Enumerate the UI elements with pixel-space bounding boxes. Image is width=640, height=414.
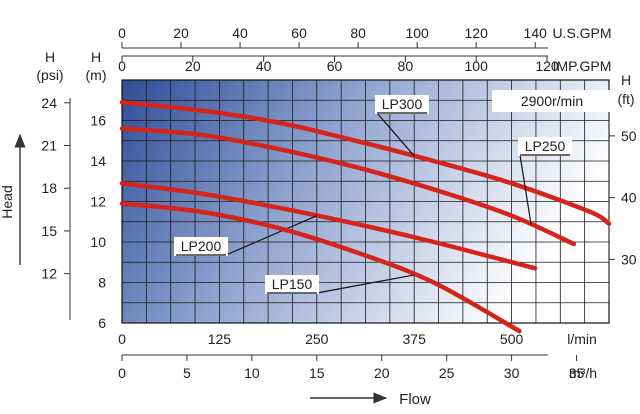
impgpm-label: IMP.GPM (553, 58, 612, 74)
tick-label-impgpm: 40 (256, 58, 272, 74)
series-curve-lp200 (119, 181, 538, 271)
m3h-label: m³/h (569, 365, 597, 381)
tick-label-usgpm: 0 (118, 25, 126, 41)
tick-label-lmin: 0 (118, 331, 126, 347)
lmin-label: l/min (567, 331, 597, 347)
tick-label-usgpm: 80 (350, 25, 366, 41)
tick-label-impgpm: 120 (535, 58, 559, 74)
y-axis-title: Head (0, 185, 15, 218)
tick-label-usgpm: 60 (291, 25, 307, 41)
tick-label-impgpm: 20 (185, 58, 201, 74)
leader-line-lp150 (316, 274, 415, 294)
head-m-unit: (m) (86, 67, 107, 83)
tick-label-m3h: 0 (118, 365, 126, 381)
series-label-lp200: LP200 (181, 238, 222, 254)
head-m-title: H (91, 49, 101, 65)
label-box-lp300 (375, 95, 429, 114)
tick-label-psi: 15 (41, 223, 57, 239)
speed-box (492, 90, 612, 112)
tick-label-psi: 24 (41, 95, 57, 111)
tick-label-head-m: 16 (90, 113, 106, 129)
tick-label-head-m: 14 (90, 153, 106, 169)
ft-unit: (ft) (617, 91, 634, 107)
tick-label-head-m: 6 (98, 315, 106, 331)
tick-label-psi: 21 (41, 138, 57, 154)
series-curve-lp150 (119, 201, 522, 334)
usgpm-label: U.S.GPM (552, 25, 611, 41)
tick-label-impgpm: 0 (118, 58, 126, 74)
x-axis-title: Flow (399, 391, 431, 408)
series-curve-lp300 (119, 100, 612, 227)
tick-label-head-m: 12 (90, 194, 106, 210)
label-box-lp250 (518, 137, 572, 156)
tick-label-m3h: 20 (374, 365, 390, 381)
tick-label-lmin: 375 (403, 331, 427, 347)
speed-annotation: 2900r/min (521, 93, 583, 109)
tick-label-usgpm: 40 (232, 25, 248, 41)
tick-label-m3h: 25 (439, 365, 455, 381)
tick-label-m3h: 15 (309, 365, 325, 381)
tick-label-lmin: 500 (500, 331, 524, 347)
tick-label-impgpm: 60 (327, 58, 343, 74)
ft-title: H (621, 72, 631, 88)
tick-label-impgpm: 80 (398, 58, 414, 74)
tick-label-lmin: 125 (208, 331, 232, 347)
tick-label-m3h: 10 (244, 365, 260, 381)
psi-unit: (psi) (36, 67, 63, 83)
tick-label-lmin: 250 (305, 331, 329, 347)
label-box-lp200 (174, 237, 228, 256)
tick-label-usgpm: 140 (524, 25, 548, 41)
series-label-lp150: LP150 (272, 276, 313, 292)
label-box-lp150 (265, 275, 319, 294)
tick-label-psi: 12 (41, 266, 57, 282)
series-curve-lp250 (119, 126, 577, 247)
tick-label-head-m: 8 (98, 275, 106, 291)
tick-label-m3h: 30 (504, 365, 520, 381)
tick-label-m3h: 5 (183, 365, 191, 381)
tick-label-ft: 30 (621, 251, 637, 267)
grid (122, 80, 609, 323)
series: LP300 LP250 LP200 LP150 (119, 95, 612, 334)
series-label-lp300: LP300 (382, 96, 423, 112)
tick-label-impgpm: 100 (465, 58, 489, 74)
series-label-lp250: LP250 (525, 138, 566, 154)
leader-line-lp300 (376, 112, 415, 157)
tick-label-m3h: 35 (569, 365, 585, 381)
leader-line-lp200 (225, 215, 318, 256)
tick-label-usgpm: 20 (173, 25, 189, 41)
tick-label-ft: 50 (621, 128, 637, 144)
tick-label-usgpm: 120 (465, 25, 489, 41)
tick-label-usgpm: 100 (405, 25, 429, 41)
tick-label-psi: 18 (41, 180, 57, 196)
leader-line-lp250 (519, 154, 532, 225)
tick-label-ft: 40 (621, 190, 637, 206)
psi-title: H (45, 49, 55, 65)
tick-label-head-m: 10 (90, 234, 106, 250)
